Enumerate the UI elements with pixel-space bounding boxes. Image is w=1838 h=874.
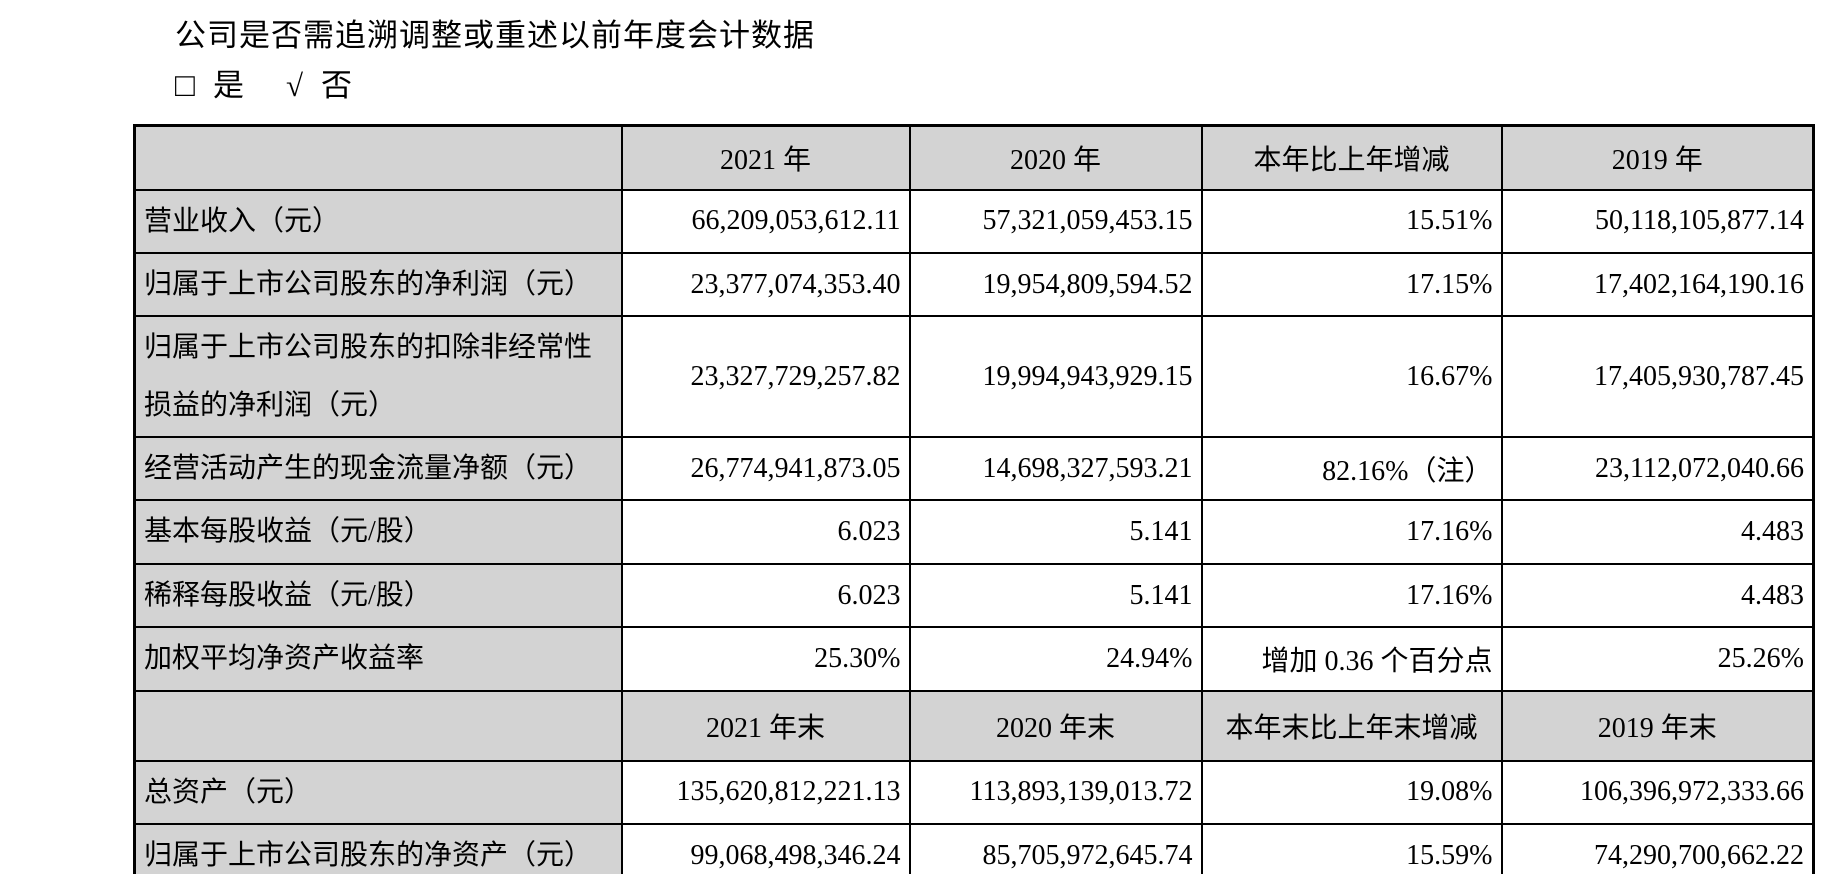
value-cell-change: 17.16% [1200,499,1503,565]
value-cell-change: 17.16% [1200,562,1503,629]
col-header-2019: 2019 年 [1500,124,1815,191]
value-cell-change: 增加 0.36 个百分点 [1200,626,1503,692]
value-cell-2019: 4.483 [1500,499,1815,565]
question-title: 公司是否需追溯调整或重述以前年度会计数据 [175,18,815,53]
row-label-cell: 营业收入（元） [133,188,623,254]
value-cell-2020: 113,893,139,013.72 [908,759,1203,826]
col-header-2020: 2020 年 [908,124,1203,191]
col-header-year-end-change: 本年末比上年末增减 [1200,689,1503,762]
restatement-options: □ 是 √ 否 [175,60,352,105]
value-cell-2019: 74,290,700,662.22 [1500,823,1815,874]
table-row-net-profit-excl-nonrecurring: 归属于上市公司股东的扣除非经常性损益的净利润（元） 23,327,729,257… [133,315,1815,439]
row-label-cell: 加权平均净资产收益率 [133,626,623,692]
col-header-blank [133,689,623,762]
value-cell-2021: 99,068,498,346.24 [620,823,911,874]
table-row-net-assets: 归属于上市公司股东的净资产（元） 99,068,498,346.24 85,70… [133,823,1815,874]
value-cell-2021: 135,620,812,221.13 [620,759,911,826]
value-cell-2020: 85,705,972,645.74 [908,823,1203,874]
value-cell-2019: 4.483 [1500,562,1815,629]
value-cell-2021: 26,774,941,873.05 [620,436,911,502]
value-cell-change: 16.67% [1200,315,1503,439]
value-cell-change: 19.08% [1200,759,1503,826]
value-cell-2019: 50,118,105,877.14 [1500,188,1815,254]
table-row-operating-cash-flow: 经营活动产生的现金流量净额（元） 26,774,941,873.05 14,69… [133,436,1815,502]
value-cell-2021: 66,209,053,612.11 [620,188,911,254]
row-label-cell: 经营活动产生的现金流量净额（元） [133,436,623,502]
value-cell-change: 17.15% [1200,251,1503,318]
option-no-label: 否 [320,68,352,103]
value-cell-2021: 25.30% [620,626,911,692]
row-label-cell: 归属于上市公司股东的净资产（元） [133,823,623,874]
row-label-cell: 归属于上市公司股东的净利润（元） [133,251,623,318]
checkmark-icon: √ [285,68,303,103]
table-header-row-year-end: 2021 年末 2020 年末 本年末比上年末增减 2019 年末 [133,689,1815,762]
value-cell-2021: 23,377,074,353.40 [620,251,911,318]
value-cell-2019: 23,112,072,040.66 [1500,436,1815,502]
value-cell-change: 82.16%（注） [1200,436,1503,502]
value-cell-2019: 17,402,164,190.16 [1500,251,1815,318]
col-header-2020-end: 2020 年末 [908,689,1203,762]
row-label-cell: 基本每股收益（元/股） [133,499,623,565]
col-header-2021-end: 2021 年末 [620,689,911,762]
row-label-cell: 总资产（元） [133,759,623,826]
col-header-2021: 2021 年 [620,124,911,191]
table-row-diluted-eps: 稀释每股收益（元/股） 6.023 5.141 17.16% 4.483 [133,562,1815,629]
value-cell-change: 15.51% [1200,188,1503,254]
table-row-revenue: 营业收入（元） 66,209,053,612.11 57,321,059,453… [133,188,1815,254]
col-header-2019-end: 2019 年末 [1500,689,1815,762]
value-cell-2021: 6.023 [620,499,911,565]
table-row-net-profit: 归属于上市公司股东的净利润（元） 23,377,074,353.40 19,95… [133,251,1815,318]
value-cell-change: 15.59% [1200,823,1503,874]
key-financials-table: 2021 年 2020 年 本年比上年增减 2019 年 营业收入（元） 66,… [133,124,1815,874]
row-label-cell: 稀释每股收益（元/股） [133,562,623,629]
value-cell-2019: 17,405,930,787.45 [1500,315,1815,439]
value-cell-2020: 5.141 [908,562,1203,629]
value-cell-2020: 57,321,059,453.15 [908,188,1203,254]
value-cell-2021: 23,327,729,257.82 [620,315,911,439]
table-row-total-assets: 总资产（元） 135,620,812,221.13 113,893,139,01… [133,759,1815,826]
value-cell-2019: 25.26% [1500,626,1815,692]
checkbox-empty-icon: □ [175,68,195,104]
table-row-basic-eps: 基本每股收益（元/股） 6.023 5.141 17.16% 4.483 [133,499,1815,565]
value-cell-2020: 5.141 [908,499,1203,565]
option-yes-label: 是 [212,68,244,103]
col-header-yoy-change: 本年比上年增减 [1200,124,1503,191]
value-cell-2020: 24.94% [908,626,1203,692]
row-label-cell: 归属于上市公司股东的扣除非经常性损益的净利润（元） [133,315,623,439]
table-header-row: 2021 年 2020 年 本年比上年增减 2019 年 [133,124,1815,191]
value-cell-2020: 19,994,943,929.15 [908,315,1203,439]
value-cell-2019: 106,396,972,333.66 [1500,759,1815,826]
table-row-weighted-avg-roe: 加权平均净资产收益率 25.30% 24.94% 增加 0.36 个百分点 25… [133,626,1815,692]
value-cell-2021: 6.023 [620,562,911,629]
value-cell-2020: 19,954,809,594.52 [908,251,1203,318]
col-header-blank [133,124,623,191]
value-cell-2020: 14,698,327,593.21 [908,436,1203,502]
